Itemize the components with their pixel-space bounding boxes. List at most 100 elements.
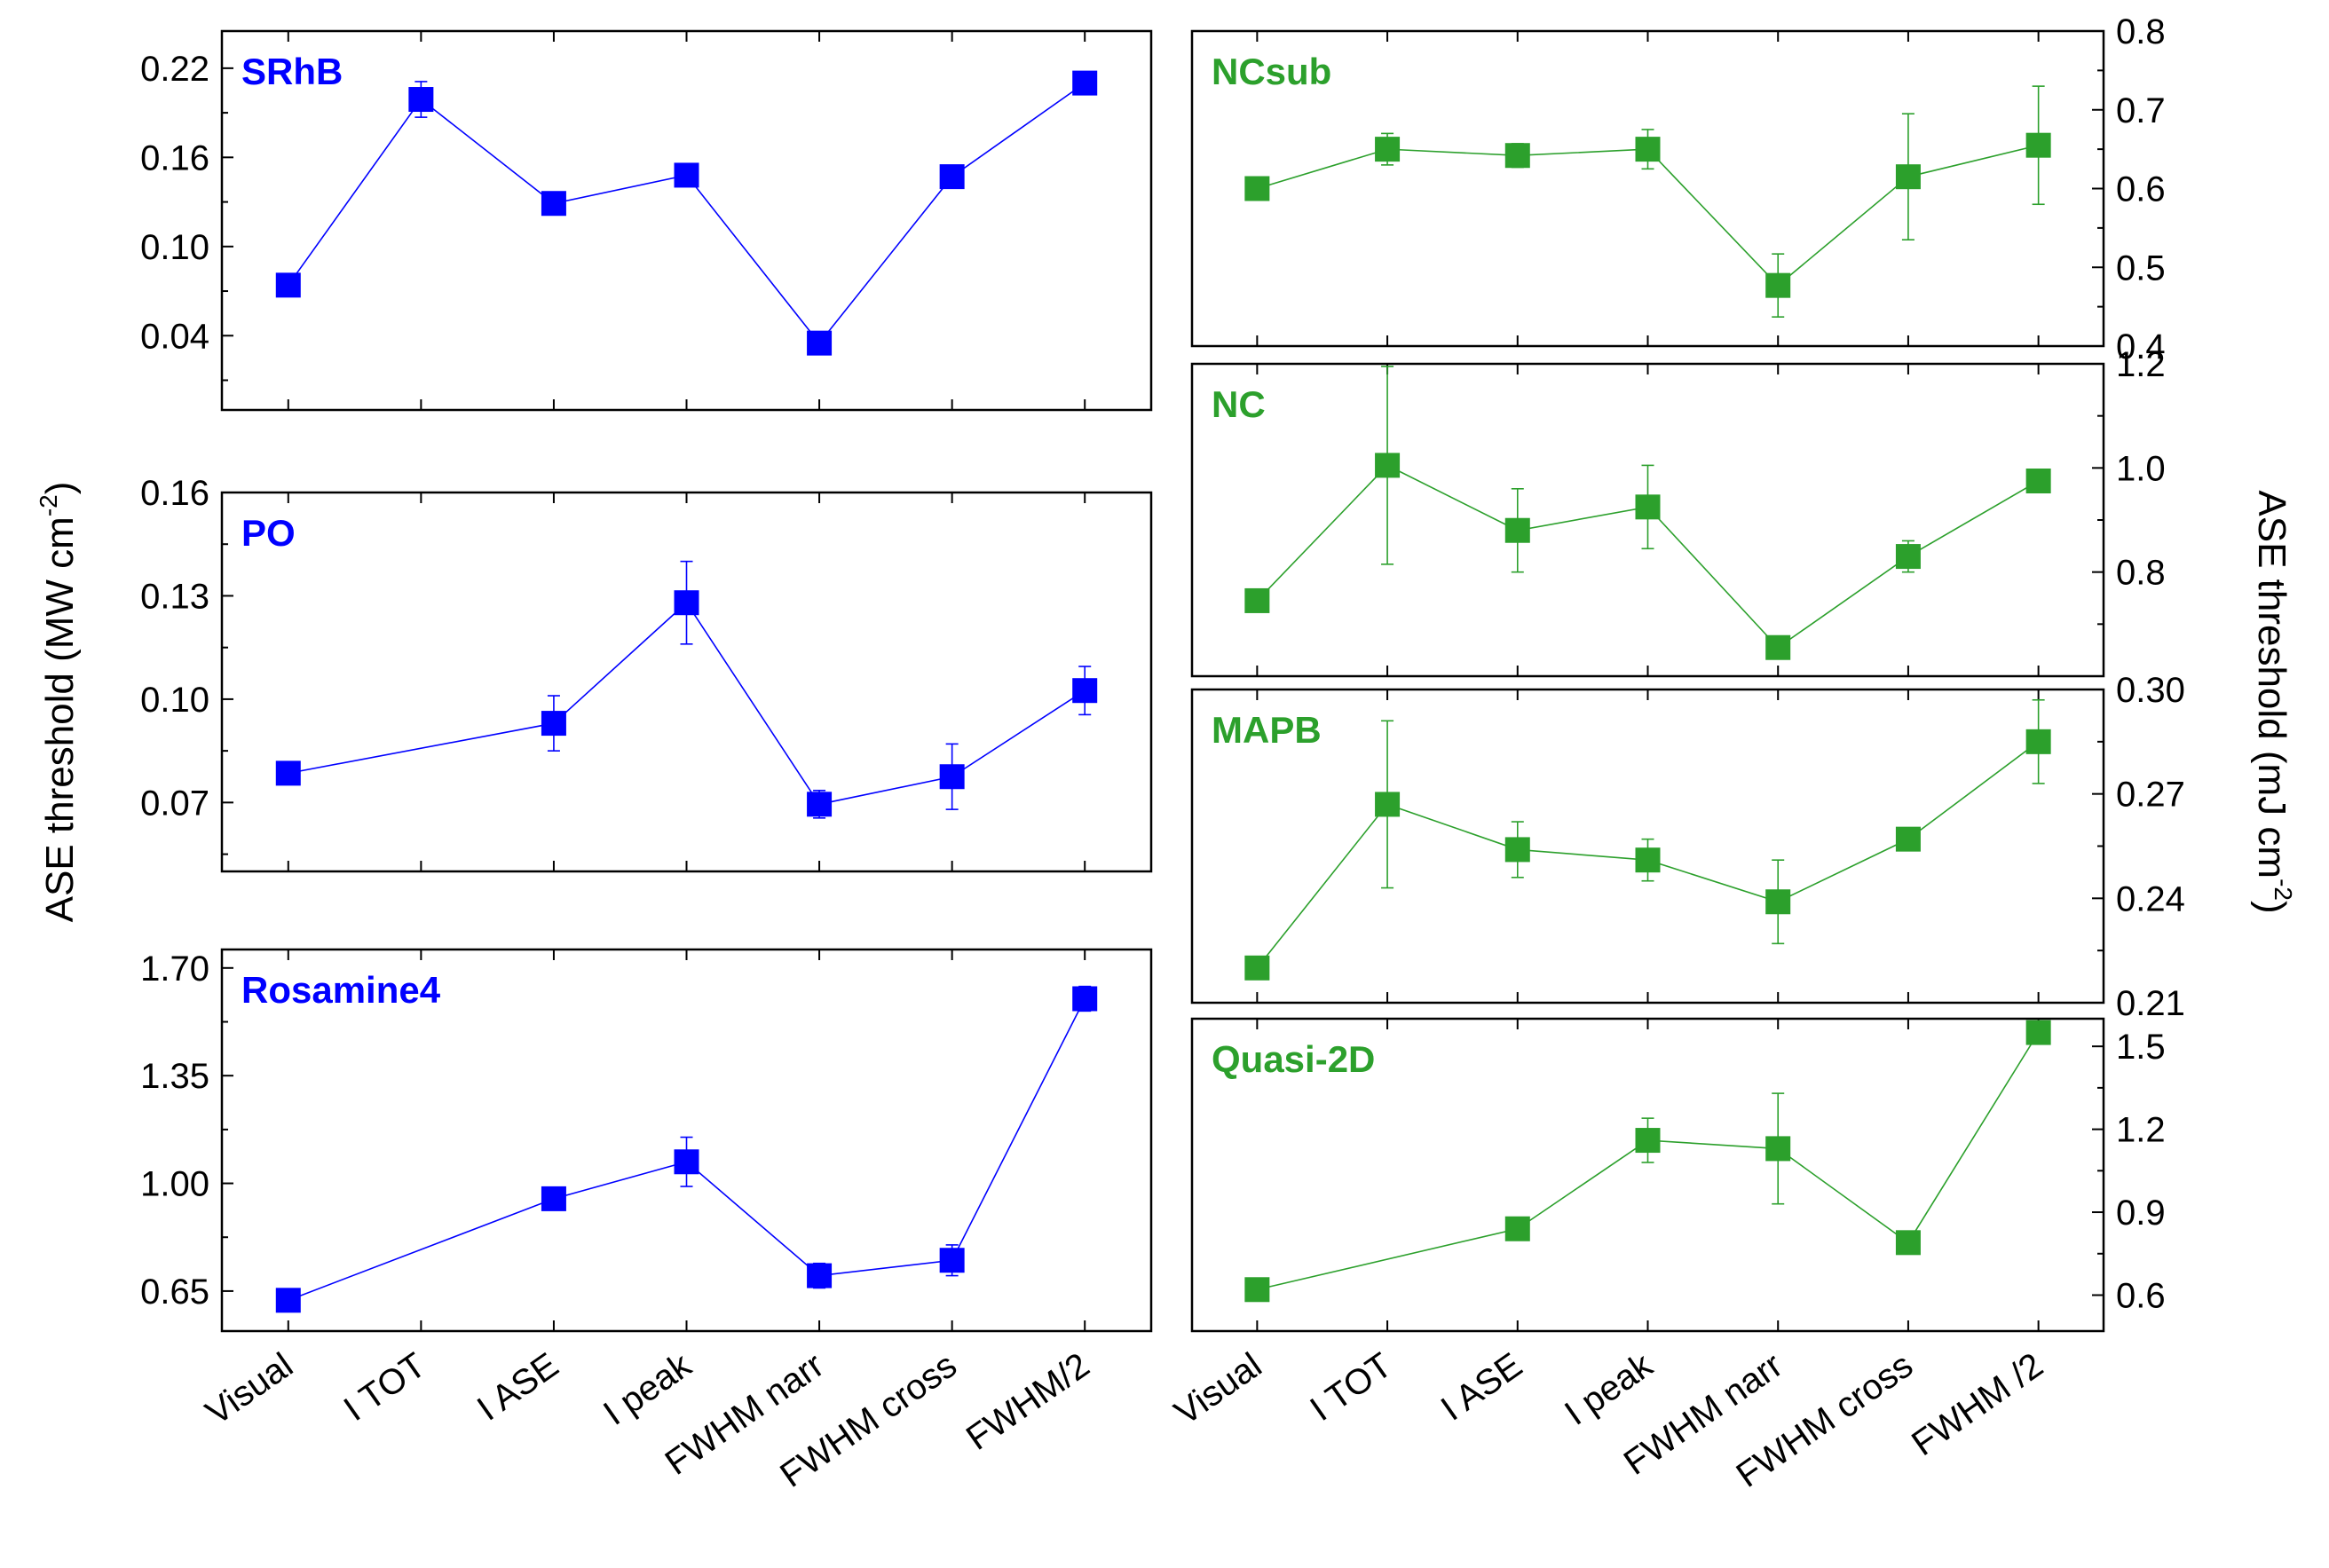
series-line	[288, 998, 1086, 1302]
data-point	[275, 760, 301, 786]
left-axis-label-exponent: -2	[35, 494, 62, 516]
data-point	[939, 164, 965, 190]
y-tick-label: 0.27	[2116, 776, 2185, 815]
series-line	[1257, 1032, 2040, 1291]
data-point	[674, 590, 699, 616]
y-tick-label: 0.5	[2116, 248, 2166, 288]
data-point	[1895, 1230, 1921, 1256]
panel-nc: 0.8 1.0 1.2 NC	[1190, 345, 2166, 678]
data-point	[2025, 132, 2051, 158]
left-x-label: Visual	[199, 1345, 300, 1432]
y-tick-label: 0.8	[2116, 12, 2166, 51]
data-point	[674, 1149, 699, 1175]
data-point	[1244, 176, 1270, 201]
y-tick-label: 0.16	[140, 474, 209, 513]
data-point	[1635, 137, 1661, 162]
right-x-label: Visual	[1168, 1345, 1269, 1432]
data-point	[1765, 889, 1791, 915]
y-tick-label: 0.21	[2116, 984, 2185, 1023]
panel-title: NCsub	[1212, 51, 1331, 92]
data-point	[541, 711, 566, 737]
panel-title: NC	[1212, 383, 1266, 425]
panel-title: Quasi-2D	[1212, 1038, 1375, 1080]
y-tick-label: 1.2	[2116, 345, 2166, 384]
data-point	[807, 330, 833, 356]
y-tick-label: 0.04	[140, 317, 209, 356]
y-tick-label: 0.22	[140, 50, 209, 89]
data-point	[807, 1263, 833, 1288]
data-point	[1504, 837, 1530, 863]
y-tick-label: 1.35	[140, 1057, 209, 1096]
y-tick-label: 1.5	[2116, 1028, 2166, 1067]
data-point	[1375, 792, 1401, 817]
data-point	[1635, 1128, 1661, 1154]
right-x-label: FWHM /2	[1905, 1345, 2050, 1463]
y-tick-label: 0.07	[140, 784, 209, 823]
panel-title: SRhB	[241, 51, 343, 92]
data-point	[1375, 453, 1401, 478]
data-point	[1244, 955, 1270, 981]
data-point	[1895, 826, 1921, 852]
data-point	[408, 87, 434, 113]
right-axis-label-exponent: -2	[2270, 879, 2297, 901]
data-point	[1244, 1277, 1270, 1303]
data-point	[939, 1248, 965, 1273]
left-x-label: I peak	[596, 1345, 699, 1433]
y-tick-label: 0.6	[2116, 170, 2166, 209]
data-point	[2025, 1020, 2051, 1045]
panel-title: PO	[241, 512, 296, 554]
data-point	[1072, 70, 1098, 96]
data-point	[275, 272, 301, 298]
right-axis-label-text: ASE threshold (mJ cm	[2250, 490, 2293, 879]
left-axis-label: ASE threshold (MW cm-2)	[35, 482, 82, 923]
y-tick-label: 0.7	[2116, 91, 2166, 130]
data-point	[1635, 847, 1661, 873]
panel-title: Rosamine4	[241, 969, 441, 1011]
data-point	[807, 792, 833, 817]
data-point	[1895, 164, 1921, 190]
data-point	[1244, 587, 1270, 613]
data-point	[674, 162, 699, 188]
y-tick-label: 1.00	[140, 1165, 209, 1204]
y-tick-label: 0.16	[140, 138, 209, 177]
y-tick-label: 0.24	[2116, 879, 2185, 918]
data-point	[1504, 1216, 1530, 1241]
right-axis-label: ASE threshold (mJ cm-2)	[2250, 490, 2297, 913]
y-tick-label: 0.65	[140, 1273, 209, 1312]
data-point	[2025, 469, 2051, 493]
panel-mapb: 0.21 0.24 0.27 0.30 MAPB	[1190, 671, 2185, 1023]
data-point	[1504, 517, 1530, 543]
data-point	[1375, 137, 1401, 162]
panel-quasi-2d: 0.6 0.9 1.2 1.5 Quasi-2D	[1190, 1017, 2166, 1333]
data-point	[1765, 272, 1791, 298]
panel-frame	[220, 29, 1153, 412]
chart-panels: 0.040.100.160.22 SRhB0.070.100.130.16PO0.…	[140, 12, 2185, 1333]
panel-ncsub: 0.4 0.5 0.6 0.7 0.8 NCsub	[1190, 12, 2166, 366]
left-x-label: I ASE	[470, 1345, 565, 1428]
data-point	[2025, 729, 2051, 754]
data-point	[1072, 678, 1098, 704]
right-axis-label-end: )	[2250, 901, 2293, 914]
left-x-label: I TOT	[337, 1345, 433, 1429]
panel-frame	[220, 491, 1153, 873]
right-x-label: I TOT	[1303, 1345, 1399, 1429]
y-tick-label: 1.70	[140, 949, 209, 989]
left-axis-label-text: ASE threshold (MW cm	[38, 516, 82, 922]
data-point	[1635, 494, 1661, 520]
panel-po: 0.07 0.10 0.13 0.16 PO	[140, 474, 1153, 873]
y-tick-label: 1.2	[2116, 1111, 2166, 1150]
series-line	[288, 82, 1086, 344]
data-point	[541, 191, 566, 217]
left-x-label: FWHM/2	[959, 1345, 1096, 1458]
y-tick-label: 0.9	[2116, 1194, 2166, 1233]
data-point	[1504, 143, 1530, 169]
data-point	[275, 1288, 301, 1313]
panel-title: MAPB	[1212, 709, 1322, 751]
right-x-label: I ASE	[1434, 1345, 1529, 1428]
y-tick-label: 0.30	[2116, 671, 2185, 710]
data-point	[1765, 1136, 1791, 1162]
y-tick-label: 1.0	[2116, 449, 2166, 488]
series-line	[288, 601, 1086, 806]
